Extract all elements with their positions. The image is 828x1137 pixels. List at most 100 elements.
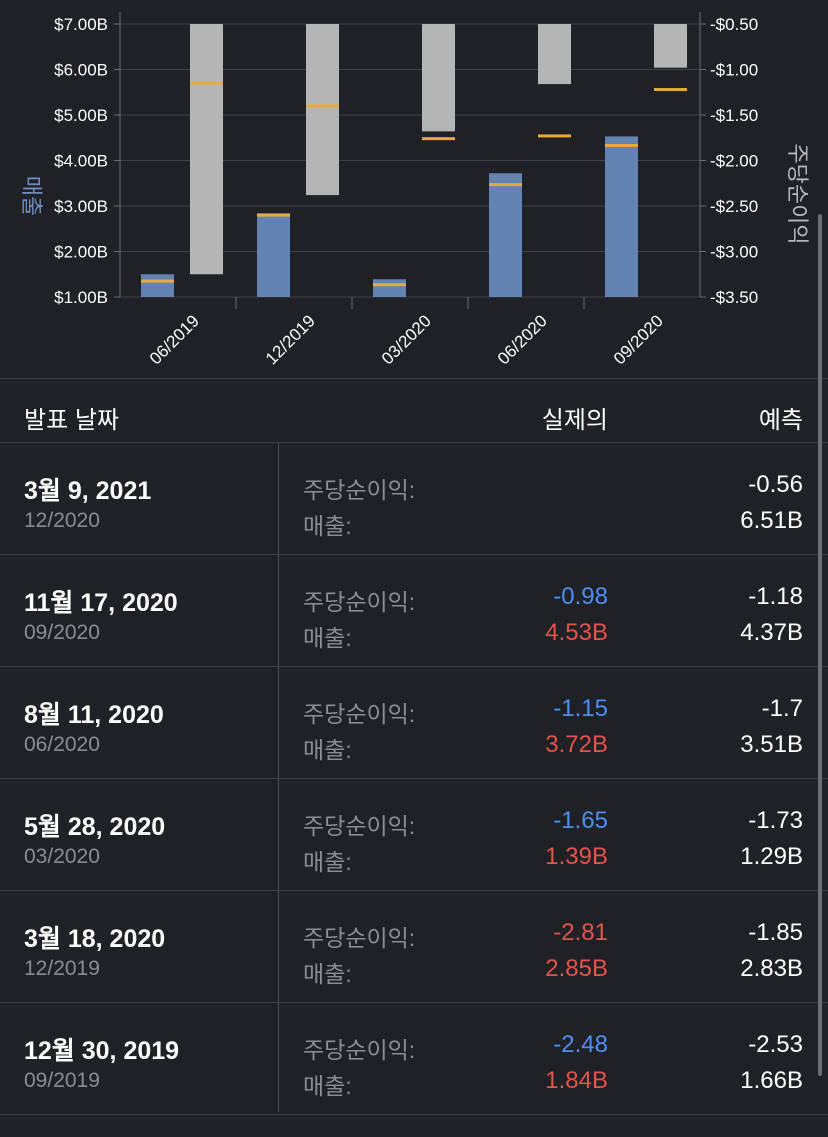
- eps-estimate-marker: [422, 137, 455, 141]
- eps-estimate-marker: [654, 88, 687, 92]
- eps-actual: -2.81: [553, 919, 608, 946]
- eps-label: 주당순이익:: [303, 925, 416, 951]
- table-row[interactable]: 8월 11, 2020 06/2020 주당순이익: 매출: -1.15 3.72B -1.…: [0, 667, 828, 779]
- eps-estimate-marker: [538, 134, 571, 138]
- eps-label: 주당순이익:: [303, 477, 416, 503]
- column-separator: [278, 442, 279, 1112]
- scrollbar[interactable]: [818, 214, 822, 1076]
- right-tick-label: -$0.50: [710, 15, 758, 34]
- revenue-forecast: 6.51B: [740, 507, 803, 534]
- left-tick-label: $1.00B: [54, 288, 108, 307]
- row-divider: [0, 666, 828, 667]
- right-tick-label: -$2.00: [710, 152, 758, 171]
- eps-estimate-marker: [306, 104, 339, 108]
- revenue-bar: [257, 213, 290, 297]
- table-row[interactable]: 5월 28, 2020 03/2020 주당순이익: 매출: -1.65 1.39B -1.…: [0, 779, 828, 891]
- eps-forecast: -1.7: [761, 695, 803, 722]
- right-tick-label: -$1.50: [710, 106, 758, 125]
- eps-bar: [190, 24, 223, 275]
- x-tick-label: 12/2019: [262, 311, 319, 368]
- row-date: 8월 11, 2020: [24, 701, 164, 729]
- table-row[interactable]: 11월 17, 2020 09/2020 주당순이익: 매출: -0.98 4.53B -1…: [0, 555, 828, 667]
- revenue-label: 매출:: [303, 961, 352, 987]
- revenue-estimate-marker: [373, 283, 406, 287]
- revenue-forecast: 1.66B: [740, 1067, 803, 1094]
- revenue-estimate-marker: [141, 279, 174, 283]
- revenue-label: 매출:: [303, 849, 352, 875]
- chart-table-divider: [0, 378, 828, 379]
- left-tick-label: $6.00B: [54, 61, 108, 80]
- row-date: 5월 28, 2020: [24, 813, 166, 841]
- revenue-actual: 4.53B: [545, 619, 608, 646]
- left-tick-label: $4.00B: [54, 152, 108, 171]
- chart-ticks: $7.00B -$0.50 $6.00B -$1.00 $5.00B -$1.50 $4.0…: [54, 15, 758, 368]
- revenue-label: 매출:: [303, 1073, 352, 1099]
- revenue-estimate-marker: [605, 143, 638, 147]
- revenue-forecast: 2.83B: [740, 955, 803, 982]
- header-actual: 실제의: [541, 407, 608, 434]
- eps-label: 주당순이익:: [303, 701, 416, 727]
- revenue-actual: 2.85B: [545, 955, 608, 982]
- header-forecast: 예측: [758, 407, 803, 434]
- row-period: 09/2020: [24, 621, 100, 644]
- table-row[interactable]: 3월 9, 2021 12/2020 주당순이익: 매출: -0.56 6.51B: [0, 443, 828, 555]
- row-period: 06/2020: [24, 733, 100, 756]
- revenue-bar: [489, 173, 522, 297]
- left-tick-label: $2.00B: [54, 243, 108, 262]
- revenue-actual: 3.72B: [545, 731, 608, 758]
- table-row[interactable]: 12월 30, 2019 09/2019 주당순이익: 매출: -2.48 1.84B -2…: [0, 1003, 828, 1115]
- eps-label: 주당순이익:: [303, 813, 416, 839]
- row-period: 12/2020: [24, 509, 100, 532]
- revenue-label: 매출:: [303, 513, 352, 539]
- eps-label: 주당순이익:: [303, 1037, 416, 1063]
- eps-actual: -1.15: [553, 695, 608, 722]
- table-header: 발표 날짜 실제의 예측: [0, 380, 828, 442]
- x-tick-label: 03/2020: [378, 311, 435, 368]
- row-divider: [0, 554, 828, 555]
- chart-axes: [114, 12, 706, 309]
- eps-actual: -2.48: [553, 1031, 608, 1058]
- revenue-forecast: 1.29B: [740, 843, 803, 870]
- row-period: 03/2020: [24, 845, 100, 868]
- row-divider: [0, 1114, 828, 1115]
- revenue-actual: 1.84B: [545, 1067, 608, 1094]
- left-axis-label: 매출: [19, 176, 44, 216]
- row-date: 11월 17, 2020: [24, 589, 178, 617]
- eps-bar: [306, 24, 339, 196]
- revenue-forecast: 3.51B: [740, 731, 803, 758]
- x-tick-label: 09/2020: [610, 311, 667, 368]
- revenue-estimate-marker: [257, 213, 290, 217]
- eps-bar: [422, 24, 455, 132]
- revenue-actual: 1.39B: [545, 843, 608, 870]
- row-period: 12/2019: [24, 957, 100, 980]
- row-divider: [0, 890, 828, 891]
- right-tick-label: -$2.50: [710, 197, 758, 216]
- left-tick-label: $5.00B: [54, 106, 108, 125]
- chart-bars: [141, 24, 687, 297]
- earnings-chart: $7.00B -$0.50 $6.00B -$1.00 $5.00B -$1.50 $4.0…: [19, 12, 810, 368]
- eps-label: 주당순이익:: [303, 589, 416, 615]
- right-tick-label: -$1.00: [710, 61, 758, 80]
- revenue-estimate-marker: [489, 183, 522, 187]
- x-tick-label: 06/2020: [494, 311, 551, 368]
- row-divider: [0, 778, 828, 779]
- right-tick-label: -$3.50: [710, 288, 758, 307]
- eps-actual: -0.98: [553, 583, 608, 610]
- row-date: 3월 18, 2020: [24, 925, 166, 953]
- row-period: 09/2019: [24, 1069, 100, 1092]
- revenue-label: 매출:: [303, 625, 352, 651]
- table-row[interactable]: 3월 18, 2020 12/2019 주당순이익: 매출: -2.81 2.85B -1.…: [0, 891, 828, 1003]
- row-divider: [0, 1002, 828, 1003]
- revenue-forecast: 4.37B: [740, 619, 803, 646]
- eps-forecast: -1.73: [748, 807, 803, 834]
- left-tick-label: $7.00B: [54, 15, 108, 34]
- eps-estimate-marker: [190, 81, 223, 85]
- eps-forecast: -1.85: [748, 919, 803, 946]
- x-tick-label: 06/2019: [146, 311, 203, 368]
- eps-bar: [654, 24, 687, 68]
- row-date: 12월 30, 2019: [24, 1037, 180, 1065]
- header-date: 발표 날짜: [24, 407, 119, 434]
- right-axis-label: 주당순이익: [785, 143, 810, 244]
- eps-forecast: -1.18: [748, 583, 803, 610]
- eps-forecast: -0.56: [748, 471, 803, 498]
